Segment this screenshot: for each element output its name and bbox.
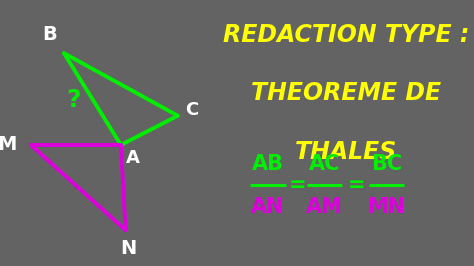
Text: B: B xyxy=(42,25,57,44)
Text: AB: AB xyxy=(252,153,284,174)
Text: =: = xyxy=(289,175,307,195)
Text: M: M xyxy=(0,135,17,155)
Text: N: N xyxy=(120,239,136,258)
Text: THALES: THALES xyxy=(295,140,397,164)
Text: AM: AM xyxy=(306,197,343,218)
Text: REDACTION TYPE :: REDACTION TYPE : xyxy=(223,23,469,47)
Text: BC: BC xyxy=(371,153,402,174)
Text: AN: AN xyxy=(251,197,284,218)
Text: =: = xyxy=(347,175,365,195)
Text: ?: ? xyxy=(66,88,81,112)
Text: MN: MN xyxy=(367,197,405,218)
Text: A: A xyxy=(126,149,140,167)
Text: AC: AC xyxy=(309,153,340,174)
Text: THEOREME DE: THEOREME DE xyxy=(251,81,441,105)
Text: C: C xyxy=(185,101,199,119)
